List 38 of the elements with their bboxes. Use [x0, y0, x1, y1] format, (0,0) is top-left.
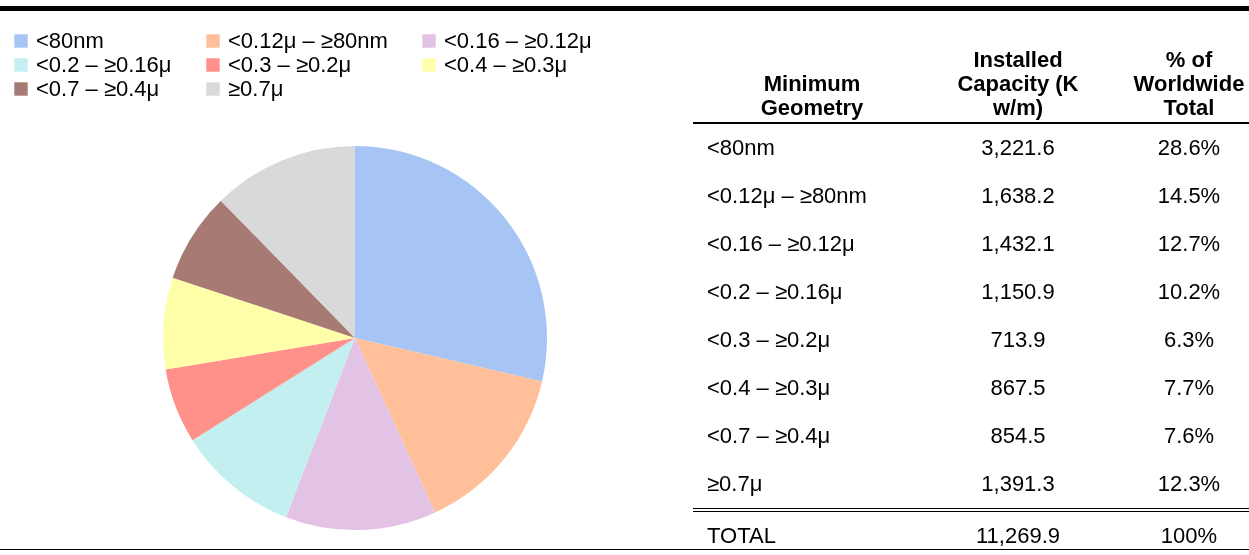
legend-label: <0.4 – ≥0.3μ [444, 52, 568, 77]
text: TOTAL [693, 510, 931, 555]
text: % of Worldwide Total [1132, 47, 1246, 120]
category-label: <0.7 – ≥0.4μ [707, 423, 831, 448]
text: 6.3% [1162, 326, 1216, 354]
legend-label: <80nm [36, 28, 104, 53]
text: 11,269.9 [931, 510, 1105, 555]
legend-label: <0.3 – ≥0.2μ [228, 52, 352, 77]
legend-label: <0.12μ – ≥80nm [228, 28, 388, 53]
text: Installed Capacity (K w/m) [956, 47, 1080, 120]
text: 100% [1105, 510, 1249, 555]
category-label: ≥0.7μ [707, 471, 763, 496]
text: 10.2% [1156, 278, 1222, 306]
legend-label: ≥0.7μ [228, 76, 284, 101]
text: 1,150.9 [980, 278, 1056, 306]
category-label: <0.4 – ≥0.3μ [707, 375, 831, 400]
category-label: <0.2 – ≥0.16μ [707, 279, 843, 304]
text: 14.5% [1156, 182, 1222, 210]
text: 28.6% [1156, 134, 1222, 162]
text: 1,391.3 [980, 470, 1056, 498]
text: 867.5 [989, 374, 1047, 402]
text: 12.3% [1156, 470, 1222, 498]
text: 3,221.6 [980, 134, 1056, 162]
category-label: <80nm [707, 135, 775, 160]
text: 713.9 [989, 326, 1047, 354]
text: 12.7% [1156, 230, 1222, 258]
legend-label: <0.7 – ≥0.4μ [36, 76, 160, 101]
legend-label: <0.16 – ≥0.12μ [444, 28, 592, 53]
text: 1,432.1 [980, 230, 1056, 258]
category-label: <0.3 – ≥0.2μ [707, 327, 831, 352]
text: 7.6% [1162, 422, 1216, 450]
text: 7.7% [1162, 374, 1216, 402]
legend-label: <0.2 – ≥0.16μ [36, 52, 172, 77]
category-label: <0.16 – ≥0.12μ [707, 231, 855, 256]
text: 1,638.2 [980, 182, 1056, 210]
text: 854.5 [989, 422, 1047, 450]
text: Minimum Geometry [759, 71, 865, 120]
category-label: <0.12μ – ≥80nm [707, 183, 867, 208]
